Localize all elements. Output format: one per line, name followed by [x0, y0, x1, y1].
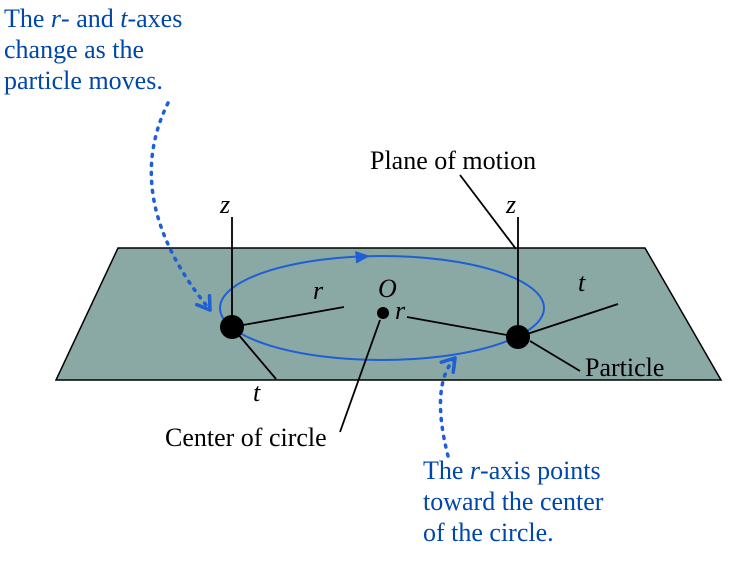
- annotation-axes-change: The r- and t-axes change as the particle…: [4, 3, 182, 97]
- txt: The: [423, 456, 470, 485]
- txt: particle moves.: [4, 65, 182, 96]
- txt: toward the center: [423, 486, 603, 517]
- txt: of the circle.: [423, 517, 603, 548]
- label-r-1: r: [313, 276, 323, 306]
- txt: -axes: [127, 4, 182, 33]
- label-center-of-circle: Center of circle: [165, 422, 327, 453]
- label-z-2: z: [506, 190, 516, 220]
- center-dot: [377, 307, 389, 319]
- txt: The: [4, 4, 51, 33]
- label-plane-of-motion: Plane of motion: [370, 145, 536, 176]
- txt: -axis points: [480, 456, 601, 485]
- txt: Center of circle: [165, 423, 327, 452]
- label-z-1: z: [220, 190, 230, 220]
- label-t-1: t: [253, 378, 260, 408]
- particle-0-dot: [220, 315, 244, 339]
- txt: Particle: [585, 353, 664, 382]
- txt: change as the: [4, 34, 182, 65]
- txt: - and: [61, 4, 120, 33]
- txt: r: [51, 4, 61, 33]
- label-O: O: [378, 274, 397, 304]
- annotation-r-axis: The r-axis points toward the center of t…: [423, 455, 603, 549]
- txt: r: [470, 456, 480, 485]
- label-t-2: t: [578, 268, 585, 298]
- label-particle: Particle: [585, 352, 664, 383]
- txt: Plane of motion: [370, 146, 536, 175]
- particle-1-dot: [506, 325, 530, 349]
